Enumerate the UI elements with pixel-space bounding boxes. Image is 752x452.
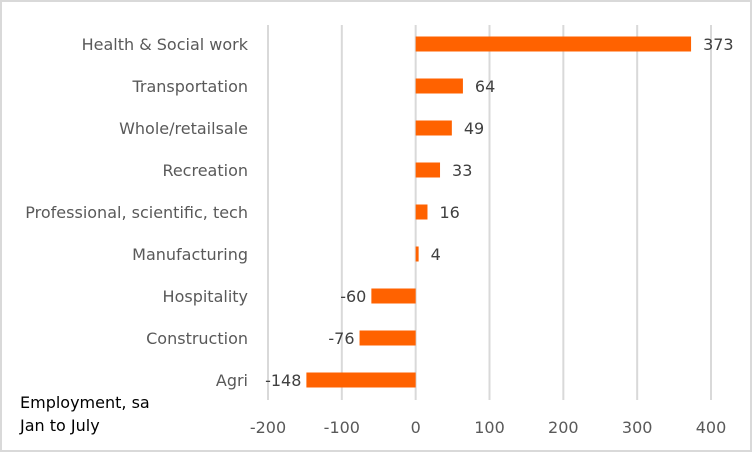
bar: [415, 120, 452, 136]
data-label: 373: [703, 35, 734, 54]
data-label: 16: [439, 203, 459, 222]
bar: [415, 162, 441, 178]
category-label: Agri: [216, 371, 248, 390]
x-tick-label: 200: [548, 418, 579, 437]
category-label: Health & Social work: [82, 35, 249, 54]
x-tick-label: -200: [250, 418, 286, 437]
category-label: Whole/retailsale: [119, 119, 248, 138]
category-label: Professional, scientific, tech: [25, 203, 248, 222]
data-label: -148: [265, 371, 301, 390]
data-label: 4: [431, 245, 441, 264]
x-tick-label: -100: [324, 418, 360, 437]
bar: [371, 288, 416, 304]
x-tick-label: 300: [622, 418, 653, 437]
chart-annotation-line2: Jan to July: [20, 416, 100, 435]
bar: [415, 246, 419, 262]
data-label: 49: [464, 119, 484, 138]
bar: [415, 78, 463, 94]
category-label: Recreation: [162, 161, 248, 180]
category-label: Construction: [146, 329, 248, 348]
bar: [415, 36, 692, 52]
data-label: 33: [452, 161, 472, 180]
bar: [415, 204, 428, 220]
x-tick-label: 100: [474, 418, 505, 437]
category-label: Transportation: [131, 77, 248, 96]
bar: [359, 330, 416, 346]
category-label: Hospitality: [163, 287, 248, 306]
data-label: -60: [340, 287, 366, 306]
category-label: Manufacturing: [132, 245, 248, 264]
data-label: 64: [475, 77, 495, 96]
chart-annotation-line1: Employment, sa: [20, 393, 150, 412]
x-tick-label: 0: [411, 418, 421, 437]
bar: [306, 372, 416, 388]
x-tick-label: 400: [696, 418, 727, 437]
data-label: -76: [328, 329, 354, 348]
